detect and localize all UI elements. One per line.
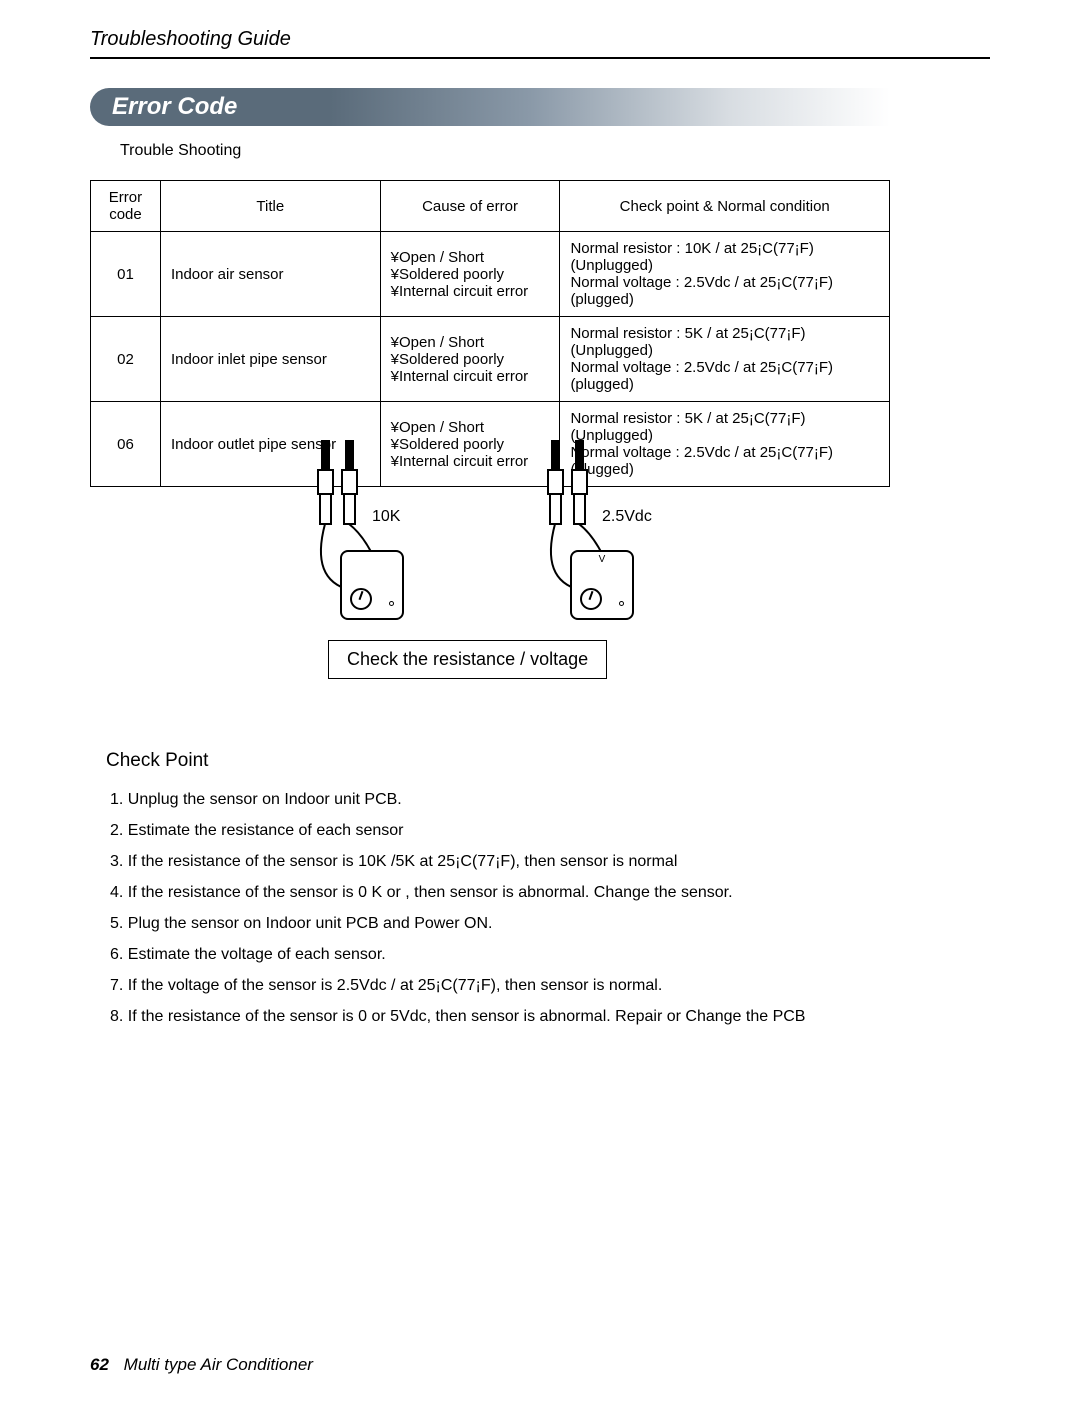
list-item: 6. Estimate the voltage of each sensor. (110, 941, 910, 969)
meter-box (340, 550, 404, 620)
page-header: Troubleshooting Guide (90, 28, 990, 59)
voltage-meter-diagram: V 2.5Vdc (530, 440, 730, 640)
table-header-row: Error code Title Cause of error Check po… (91, 181, 890, 232)
page-footer: 62 Multi type Air Conditioner (90, 1355, 313, 1375)
meter-box: V (570, 550, 634, 620)
table-row: 01 Indoor air sensor ¥Open / Short ¥Sold… (91, 232, 890, 317)
cell-cause: ¥Open / Short ¥Soldered poorly ¥Internal… (380, 232, 560, 317)
header-code: Error code (91, 181, 161, 232)
resistance-meter-diagram: 10K (300, 440, 500, 640)
header-cause: Cause of error (380, 181, 560, 232)
meter-dot-icon (619, 601, 624, 606)
list-item: 8. If the resistance of the sensor is 0 … (110, 1003, 910, 1031)
meter-dial-icon (580, 588, 602, 610)
cell-cause: ¥Open / Short ¥Soldered poorly ¥Internal… (380, 317, 560, 402)
resistance-label: 10K (372, 508, 400, 526)
section-banner: Error Code (90, 88, 890, 126)
list-item: 3. If the resistance of the sensor is 10… (110, 848, 910, 876)
list-item: 1. Unplug the sensor on Indoor unit PCB. (110, 786, 910, 814)
list-item: 4. If the resistance of the sensor is 0 … (110, 879, 910, 907)
cell-check: Normal resistor : 10K / at 25¡C(77¡F) (U… (560, 232, 890, 317)
checkpoint-heading: Check Point (106, 750, 208, 772)
checkpoint-list: 1. Unplug the sensor on Indoor unit PCB.… (110, 786, 910, 1034)
cell-title: Indoor inlet pipe sensor (160, 317, 380, 402)
header-title: Title (160, 181, 380, 232)
cell-code: 01 (91, 232, 161, 317)
section-banner-text: Error Code (112, 93, 237, 121)
section-subtitle: Trouble Shooting (120, 142, 241, 160)
list-item: 7. If the voltage of the sensor is 2.5Vd… (110, 972, 910, 1000)
table-row: 02 Indoor inlet pipe sensor ¥Open / Shor… (91, 317, 890, 402)
footer-doc-title: Multi type Air Conditioner (124, 1355, 313, 1374)
cell-code: 02 (91, 317, 161, 402)
meter-v-label: V (599, 554, 606, 565)
page-number: 62 (90, 1355, 109, 1374)
voltage-label: 2.5Vdc (602, 508, 652, 526)
cell-check: Normal resistor : 5K / at 25¡C(77¡F) (Un… (560, 317, 890, 402)
header-check: Check point & Normal condition (560, 181, 890, 232)
diagram-caption: Check the resistance / voltage (328, 640, 607, 679)
list-item: 5. Plug the sensor on Indoor unit PCB an… (110, 910, 910, 938)
cell-title: Indoor air sensor (160, 232, 380, 317)
meter-dial-icon (350, 588, 372, 610)
page-header-title: Troubleshooting Guide (90, 28, 291, 50)
list-item: 2. Estimate the resistance of each senso… (110, 817, 910, 845)
meter-dot-icon (389, 601, 394, 606)
